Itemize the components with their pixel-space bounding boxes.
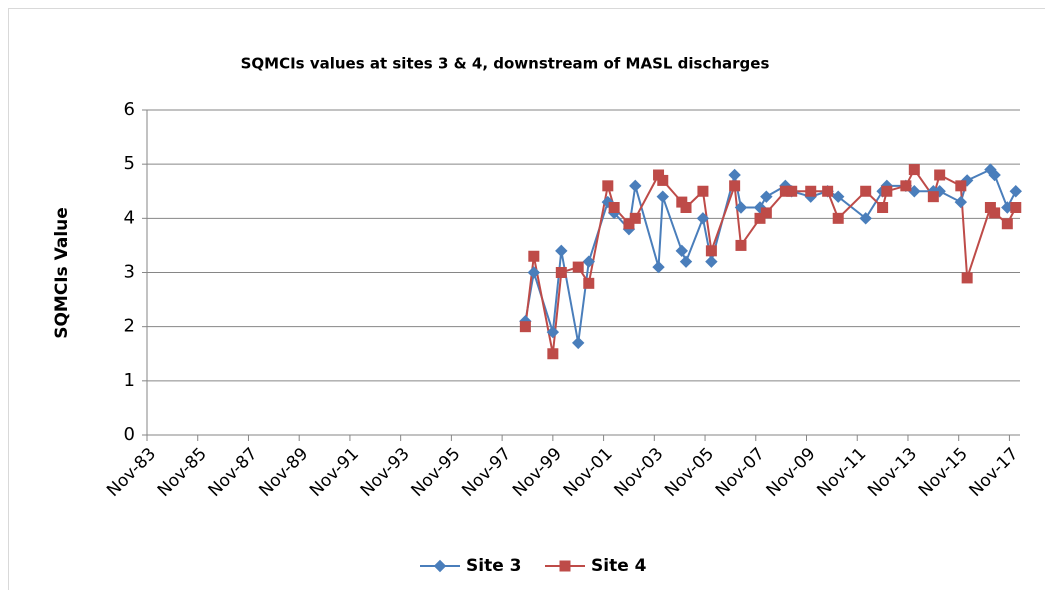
marker (696, 212, 710, 225)
y-tick-label: 5 (124, 153, 135, 174)
marker (729, 180, 741, 192)
marker (528, 250, 540, 262)
marker (934, 169, 946, 181)
marker (675, 244, 688, 258)
chart-title: SQMCIs values at sites 3 & 4, downstream… (241, 55, 770, 73)
y-tick-label: 1 (124, 370, 135, 391)
y-tick-label: 6 (124, 99, 135, 120)
marker (760, 190, 773, 203)
marker (954, 195, 968, 209)
marker (583, 277, 595, 289)
marker (527, 266, 541, 279)
marker (832, 190, 845, 203)
marker (1009, 185, 1022, 198)
marker (705, 255, 718, 268)
marker (572, 261, 584, 273)
y-tick-label: 2 (124, 316, 135, 337)
marker (989, 207, 1001, 219)
marker (955, 180, 967, 192)
marker (760, 207, 772, 219)
marker (988, 168, 1001, 182)
marker (900, 180, 912, 192)
marker (877, 202, 889, 213)
marker (860, 185, 872, 197)
y-axis-title: SQMCIs Value (52, 207, 72, 339)
marker (734, 201, 748, 214)
marker (859, 212, 872, 225)
marker (547, 348, 559, 360)
marker (786, 185, 798, 197)
legend-label: Site 3 (466, 556, 521, 576)
marker (656, 190, 669, 203)
marker (572, 336, 585, 350)
chart-border (8, 8, 1045, 590)
marker (805, 185, 817, 197)
marker (697, 185, 709, 197)
marker (1010, 202, 1022, 213)
y-tick-label: 3 (124, 262, 135, 283)
marker (602, 180, 614, 192)
legend-label: Site 4 (591, 556, 647, 576)
marker (433, 559, 447, 573)
marker (546, 325, 560, 339)
y-tick-label: 4 (124, 207, 135, 228)
marker (927, 191, 939, 203)
marker (1001, 218, 1013, 230)
marker (735, 239, 747, 251)
marker (652, 260, 665, 274)
marker (559, 560, 571, 572)
marker (629, 212, 641, 224)
marker (519, 321, 531, 333)
marker (629, 179, 642, 193)
marker (679, 255, 693, 268)
marker (832, 212, 844, 224)
marker (555, 244, 568, 258)
marker (608, 202, 620, 213)
marker (582, 255, 595, 268)
marker (822, 185, 834, 197)
marker (705, 245, 717, 257)
marker (555, 267, 567, 278)
marker (961, 272, 973, 284)
marker (881, 185, 893, 197)
y-tick-label: 0 (124, 424, 135, 445)
marker (657, 174, 669, 186)
marker (680, 202, 692, 213)
marker (908, 164, 920, 176)
